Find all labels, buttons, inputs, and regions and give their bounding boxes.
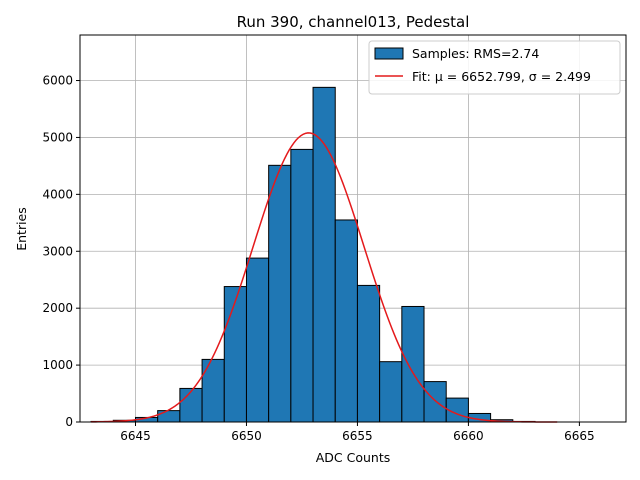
histogram-bar-6 [223,286,247,423]
y-tick-label-2: 2000 [42,301,73,315]
plot-frame [79,34,627,423]
x-tick-label-3: 6660 [453,429,484,443]
legend: Samples: RMS=2.74 Fit: μ = 6652.799, σ =… [368,40,621,95]
y-axis-ticks: 0 1000 2000 3000 4000 5000 6000 [42,74,80,429]
histogram-bar-12 [356,284,381,423]
x-tick-label-0: 6645 [120,429,151,443]
x-tick-label-2: 6655 [342,429,373,443]
fit-curve [91,132,558,423]
histogram-bar-14 [401,305,425,423]
legend-box [368,40,621,95]
histogram-bar-5 [201,358,225,423]
y-tick-label-0: 0 [65,415,73,429]
histogram-bar-8 [268,164,292,423]
histogram-bar-10 [312,86,336,423]
x-tick-label-4: 6665 [564,429,595,443]
y-tick-label-1: 1000 [42,358,73,372]
histogram-bar-3 [157,410,181,423]
x-axis-label: ADC Counts [316,450,391,465]
histogram-bar-15 [423,381,447,423]
histogram-bar-4 [179,387,203,423]
legend-swatch-samples [374,47,404,60]
y-tick-label-5: 5000 [42,130,73,144]
y-tick-label-4: 4000 [42,187,73,201]
x-tick-label-1: 6650 [231,429,262,443]
histogram-bar-13 [379,361,403,423]
histogram-bar-11 [334,219,358,423]
histogram-bar-7 [245,257,270,423]
chart-title: Run 390, channel013, Pedestal [237,13,470,31]
legend-label-fit: Fit: μ = 6652.799, σ = 2.499 [412,69,591,84]
x-axis-ticks: 6645 6650 6655 6660 6665 [120,422,595,443]
y-tick-label-6: 6000 [42,74,73,88]
y-tick-label-3: 3000 [42,244,73,258]
histogram-bar-9 [290,148,314,423]
legend-label-samples: Samples: RMS=2.74 [412,46,539,61]
histogram-bars [90,86,536,423]
y-axis-label: Entries [14,207,29,251]
